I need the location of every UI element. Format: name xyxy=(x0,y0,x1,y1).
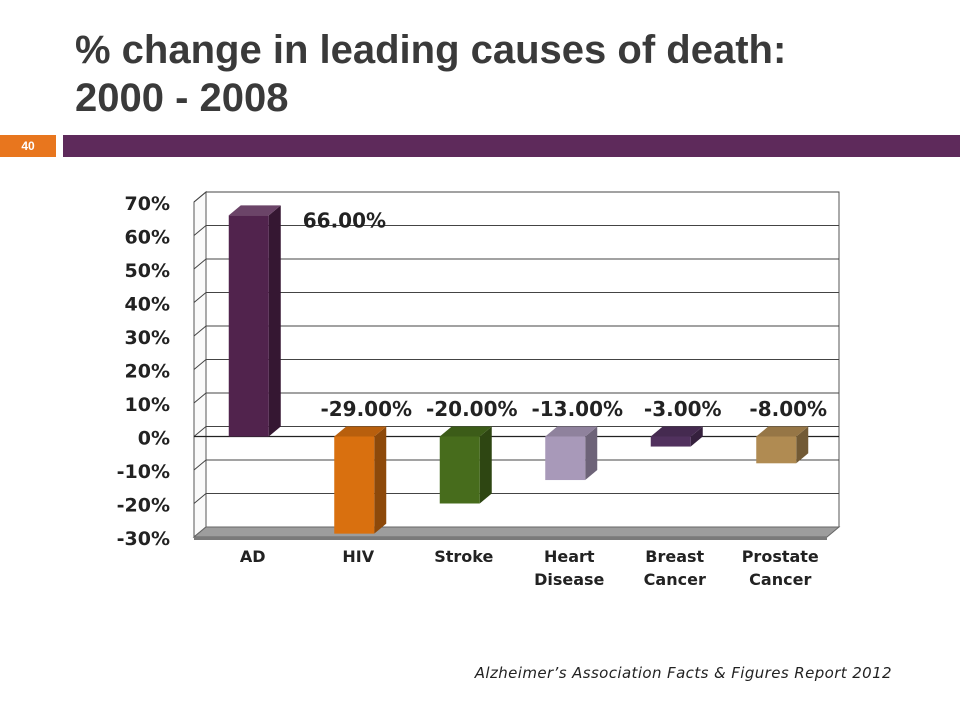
x-category-label: Breast xyxy=(645,547,704,566)
x-category-label: Stroke xyxy=(434,547,493,566)
y-tick-label: -20% xyxy=(117,495,170,517)
gridline-side xyxy=(193,292,207,303)
y-tick-label: 40% xyxy=(125,294,170,316)
bar-6 xyxy=(756,426,809,464)
data-label: -20.00% xyxy=(426,397,518,421)
gridline-side xyxy=(193,258,207,270)
bar-side xyxy=(479,426,492,504)
data-label: -8.00% xyxy=(749,397,827,421)
bar-side xyxy=(268,205,281,437)
source-citation: Alzheimer’s Association Facts & Figures … xyxy=(474,664,892,682)
bar-1 xyxy=(228,205,281,437)
bar-front xyxy=(650,436,691,447)
gridline-side xyxy=(193,325,207,337)
bar-2 xyxy=(334,426,387,534)
gridline-side xyxy=(193,359,207,370)
bar-5 xyxy=(650,426,703,447)
x-category-label: Disease xyxy=(534,570,604,589)
bar-top xyxy=(228,205,281,216)
slide-title-line-2: 2000 - 2008 xyxy=(75,76,289,120)
x-category-label: Prostate xyxy=(742,547,819,566)
x-category-label: Cancer xyxy=(644,570,706,589)
bar-front xyxy=(439,436,480,504)
bar-4 xyxy=(545,426,598,481)
y-tick-label: 70% xyxy=(125,193,170,215)
data-label: -3.00% xyxy=(644,397,722,421)
bar-side xyxy=(374,426,387,534)
chart-floor-edge xyxy=(194,537,827,540)
bar-side xyxy=(690,426,703,447)
bar-front xyxy=(228,215,269,437)
page-number-badge: 40 xyxy=(0,135,56,157)
chart-floor xyxy=(192,526,841,538)
bar-top xyxy=(545,426,598,437)
bar-front xyxy=(334,436,375,534)
bar-3 xyxy=(439,426,492,504)
slide-title: % change in leading causes of death: 200… xyxy=(75,26,935,122)
data-label: 66.00% xyxy=(303,208,386,232)
gridline-side xyxy=(193,459,207,471)
x-category-label: Cancer xyxy=(749,570,811,589)
bar-top xyxy=(334,426,387,437)
y-tick-label: 10% xyxy=(125,394,170,416)
data-label: -13.00% xyxy=(531,397,623,421)
bar-side xyxy=(796,426,809,464)
header-accent-bar xyxy=(63,135,960,157)
slide-title-line-1: % change in leading causes of death: xyxy=(75,28,787,72)
x-category-label: AD xyxy=(240,547,266,566)
bar-front xyxy=(545,436,586,481)
x-category-label: HIV xyxy=(342,547,374,566)
gridline-side xyxy=(193,493,207,504)
gridline-side xyxy=(193,191,207,203)
y-tick-label: 30% xyxy=(125,327,170,349)
y-tick-label: -30% xyxy=(117,528,170,550)
y-tick-label: 60% xyxy=(125,227,170,249)
bar-front xyxy=(756,436,797,464)
y-tick-label: 50% xyxy=(125,260,170,282)
x-category-label: Heart xyxy=(544,547,595,566)
bar-side xyxy=(585,426,598,481)
gridline-side xyxy=(193,392,207,404)
bar-top xyxy=(756,426,809,437)
gridline-side xyxy=(193,426,207,437)
y-tick-label: 20% xyxy=(125,361,170,383)
y-tick-label: -10% xyxy=(117,461,170,483)
gridline-side xyxy=(193,225,207,236)
data-label: -29.00% xyxy=(320,397,412,421)
bar-top xyxy=(439,426,492,437)
bar-top xyxy=(650,426,703,437)
y-tick-label: 0% xyxy=(138,428,170,450)
